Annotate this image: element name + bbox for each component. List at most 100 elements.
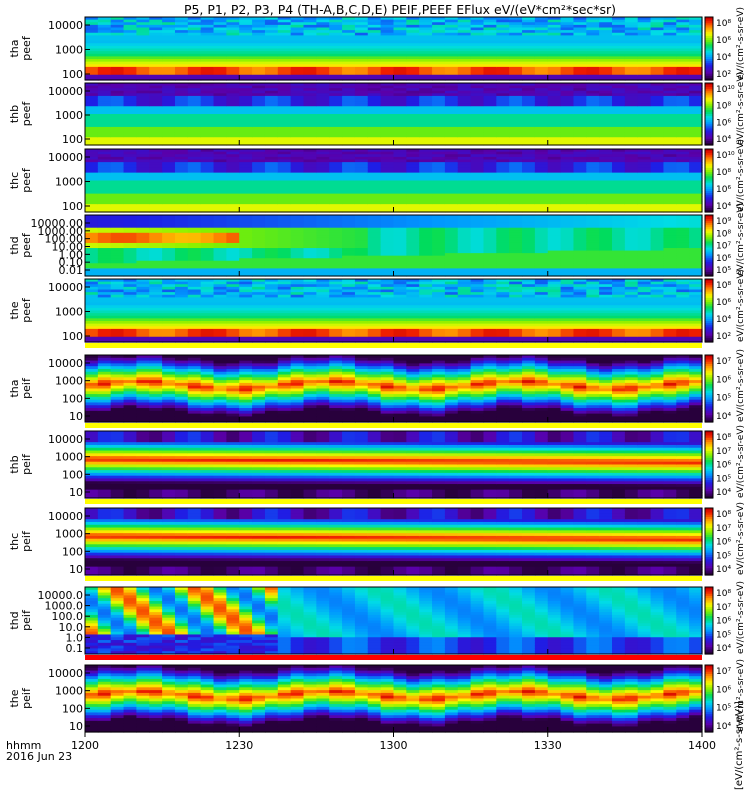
spectrogram-cell: [432, 22, 446, 26]
spectrogram-cell: [573, 193, 587, 197]
spectrogram-cell: [444, 103, 459, 107]
spectrogram-cell: [174, 209, 189, 213]
spectrogram-cell: [406, 175, 420, 179]
spectrogram-cell: [264, 106, 279, 110]
spectrogram-cell: [290, 43, 305, 47]
spectrogram-cell: [573, 95, 587, 100]
spectrogram-cell: [534, 185, 549, 189]
spectrogram-cell: [316, 90, 330, 94]
spectrogram-cell: [136, 230, 150, 234]
spectrogram-cell: [367, 45, 382, 50]
spectrogram-cell: [342, 72, 356, 76]
spectrogram-cell: [277, 177, 292, 182]
spectrogram-cell: [110, 232, 125, 236]
spectrogram-cell: [226, 164, 240, 168]
spectrogram-cell: [85, 139, 99, 144]
spectrogram-cell: [277, 66, 292, 71]
spectrogram-cell: [637, 151, 652, 155]
spectrogram-cell: [470, 170, 485, 174]
spectrogram-cell: [483, 129, 497, 133]
spectrogram-cell: [303, 51, 317, 55]
spectrogram-cell: [586, 101, 600, 105]
spectrogram-cell: [149, 98, 163, 102]
spectrogram-cell: [676, 193, 690, 197]
spectrogram-cell: [187, 191, 202, 195]
spectrogram-cell: [637, 167, 652, 171]
spectrogram-cell: [496, 177, 510, 182]
spectrogram-cell: [573, 137, 587, 141]
spectrogram-cell: [354, 149, 369, 153]
spectrogram-cell: [624, 188, 639, 192]
spectrogram-cell: [200, 106, 215, 110]
spectrogram-cell: [162, 154, 176, 158]
spectrogram-cell: [277, 175, 292, 179]
spectrogram-cell: [226, 180, 240, 184]
spectrogram-cell: [174, 101, 189, 105]
spectrogram-cell: [522, 74, 536, 78]
spectrogram-cell: [406, 114, 420, 118]
spectrogram-cell: [239, 69, 253, 73]
spectrogram-cell: [110, 198, 125, 203]
spectrogram-cell: [560, 116, 575, 120]
spectrogram-cell: [213, 45, 227, 50]
spectrogram-cell: [85, 170, 99, 174]
spectrogram-cell: [354, 64, 369, 68]
spectrogram-cell: [457, 132, 472, 136]
spectrogram-cell: [354, 180, 369, 184]
spectrogram-cell: [149, 59, 163, 63]
spectrogram-cell: [123, 101, 138, 105]
spectrogram-cell: [663, 56, 677, 60]
spectrogram-cell: [303, 53, 317, 57]
spectrogram-cell: [97, 27, 112, 31]
spectrogram-cell: [483, 172, 497, 176]
spectrogram-cell: [239, 198, 253, 203]
spectrogram-cell: [136, 222, 150, 226]
colorbar-segment: [705, 114, 713, 117]
colorbar-segment: [705, 35, 713, 39]
spectrogram-cell: [470, 201, 485, 205]
spectrogram-cell: [393, 193, 407, 197]
spectrogram-cell: [187, 201, 202, 205]
spectrogram-cell: [457, 170, 472, 174]
spectrogram-cell: [354, 59, 369, 63]
spectrogram-cell: [252, 183, 266, 187]
spectrogram-cell: [97, 51, 112, 55]
spectrogram-cell: [123, 32, 138, 36]
spectrogram-cell: [624, 177, 639, 182]
spectrogram-cell: [689, 35, 703, 39]
spectrogram-cell: [200, 103, 215, 107]
spectrogram-cell: [663, 40, 677, 44]
spectrogram-cell: [624, 98, 639, 102]
spectrogram-cell: [624, 137, 639, 141]
spectrogram-cell: [277, 74, 292, 78]
spectrogram-cell: [316, 196, 330, 200]
spectrogram-cell: [689, 93, 703, 97]
spectrogram-cell: [393, 151, 407, 155]
spectrogram-cell: [329, 151, 343, 155]
spectrogram-cell: [367, 38, 382, 42]
spectrogram-cell: [239, 32, 253, 36]
spectrogram-cell: [586, 108, 600, 113]
spectrogram-cell: [457, 103, 472, 107]
spectrogram-cell: [200, 114, 215, 118]
spectrogram-cell: [509, 129, 523, 133]
spectrogram-cell: [342, 98, 356, 102]
spectrogram-cell: [599, 156, 613, 161]
spectrogram-cell: [264, 85, 279, 89]
spectrogram-cell: [97, 93, 112, 97]
spectrogram-cell: [303, 103, 317, 107]
spectrogram-cell: [85, 175, 99, 179]
spectrogram-cell: [264, 72, 279, 76]
spectrogram-cell: [444, 22, 459, 26]
spectrogram-cell: [97, 156, 112, 161]
spectrogram-cell: [393, 38, 407, 42]
spectrogram-cell: [573, 185, 587, 189]
spectrogram-cell: [187, 95, 202, 100]
spectrogram-cell: [457, 129, 472, 133]
spectrogram-cell: [149, 114, 163, 118]
spectrogram-cell: [676, 164, 690, 168]
spectrogram-cell: [136, 191, 150, 195]
spectrogram-cell: [239, 124, 253, 128]
spectrogram-cell: [329, 19, 343, 23]
spectrogram-cell: [663, 204, 677, 208]
